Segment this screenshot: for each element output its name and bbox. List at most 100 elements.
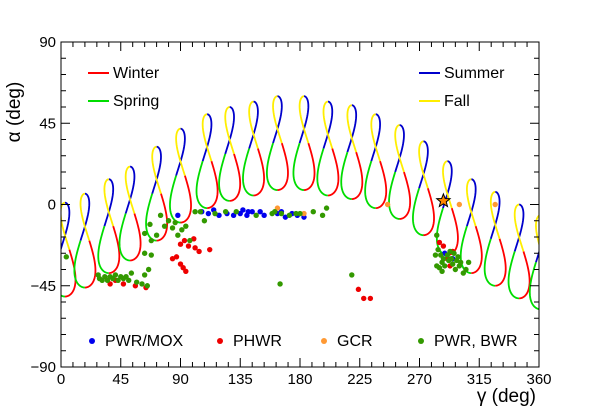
loop-summer-segment <box>466 178 477 227</box>
loop-summer-segment <box>298 95 310 144</box>
data-point <box>133 279 140 285</box>
loop-summer-segment <box>175 127 186 176</box>
data-point <box>293 210 299 217</box>
loop-winter-segment <box>303 142 316 191</box>
data-point <box>157 212 164 219</box>
x-tick-label: 90 <box>172 371 189 388</box>
data-point <box>145 266 152 273</box>
data-point <box>432 252 439 258</box>
data-point <box>355 286 362 293</box>
loop-winter-segment <box>471 225 483 275</box>
loop-fall-segment <box>442 160 453 209</box>
series-group <box>63 205 472 289</box>
loop-fall-segment <box>151 145 162 194</box>
data-point <box>205 210 212 217</box>
data-point <box>165 218 172 224</box>
x-tick-label: 315 <box>467 371 492 388</box>
legend-series-label: PHWR <box>233 333 282 350</box>
loop-summer-segment <box>370 113 381 162</box>
loop-summer-segment <box>418 140 429 189</box>
data-point <box>310 209 316 215</box>
data-point <box>492 201 498 208</box>
legend-label-fall: Fall <box>444 93 470 110</box>
y-tick-label: −90 <box>31 359 56 376</box>
data-point <box>181 237 188 244</box>
data-point <box>440 255 447 262</box>
data-point <box>451 250 457 256</box>
loop-spring-segment <box>507 251 520 300</box>
loop-winter-segment <box>327 148 340 197</box>
loop-fall-segment <box>466 178 477 227</box>
data-point <box>449 261 456 267</box>
loop-spring-segment <box>265 142 278 191</box>
data-point <box>253 212 259 219</box>
loop-summer-segment <box>201 113 213 162</box>
loop-winter-segment <box>423 187 435 237</box>
data-point <box>442 263 448 269</box>
loop-winter-segment <box>375 160 388 210</box>
loop-spring-segment <box>483 238 496 287</box>
loop-fall-segment <box>79 192 91 241</box>
data-point <box>148 237 154 244</box>
loop-spring-segment <box>412 187 424 237</box>
data-point <box>112 272 119 278</box>
loop-spring-segment <box>316 148 328 197</box>
data-point <box>440 243 447 249</box>
data-point <box>278 210 285 217</box>
loop-winter-segment <box>108 225 121 275</box>
data-point <box>141 230 148 237</box>
data-point <box>187 237 193 244</box>
legend-marker <box>321 338 327 344</box>
data-point <box>185 243 192 249</box>
loop-winter-segment <box>277 142 289 191</box>
seasonal-loop <box>195 113 219 210</box>
data-point <box>455 254 461 260</box>
seasonal-loop <box>507 203 531 300</box>
seasonal-loop <box>242 100 265 197</box>
data-point <box>120 281 127 287</box>
seasonal-loop <box>118 165 142 262</box>
data-point <box>183 268 189 275</box>
loop-summer-segment <box>103 178 115 227</box>
y-tick-label: 45 <box>39 115 56 132</box>
data-point <box>297 210 303 217</box>
loop-fall-segment <box>418 140 429 189</box>
seasonal-loop <box>528 214 539 311</box>
x-tick-label: 225 <box>347 371 372 388</box>
data-point <box>240 207 246 213</box>
x-tick-label: 45 <box>112 371 129 388</box>
data-point <box>222 209 229 215</box>
y-tick-label: 90 <box>39 34 56 51</box>
x-tick-label: 180 <box>287 371 312 388</box>
data-point <box>175 232 181 238</box>
legend-series-label: GCR <box>337 333 373 350</box>
data-point <box>153 232 160 238</box>
data-point <box>144 283 151 289</box>
loop-fall-segment <box>175 127 186 176</box>
data-point <box>141 272 148 278</box>
loop-fall-segment <box>201 113 213 162</box>
loop-winter-segment <box>253 148 265 197</box>
data-point <box>319 212 326 219</box>
loop-fall-segment <box>370 113 381 162</box>
seasonal-loop <box>340 104 364 200</box>
loop-winter-segment <box>180 175 192 224</box>
loop-fall-segment <box>535 214 539 247</box>
data-point <box>179 227 185 233</box>
loop-summer-segment <box>322 100 334 149</box>
data-point <box>367 295 374 302</box>
loop-winter-segment <box>206 160 219 210</box>
data-point <box>161 223 168 229</box>
data-point <box>147 221 153 228</box>
y-tick-label: −45 <box>31 278 56 295</box>
data-point <box>201 218 208 224</box>
x-tick-label: 135 <box>228 371 253 388</box>
x-tick-label: 360 <box>526 371 551 388</box>
loop-winter-segment <box>399 171 412 220</box>
loop-spring-segment <box>118 213 131 262</box>
loop-summer-segment <box>79 192 91 241</box>
data-point <box>261 212 267 219</box>
loop-fall-segment <box>272 95 283 144</box>
loop-fall-segment <box>124 165 136 214</box>
data-point <box>452 266 459 273</box>
